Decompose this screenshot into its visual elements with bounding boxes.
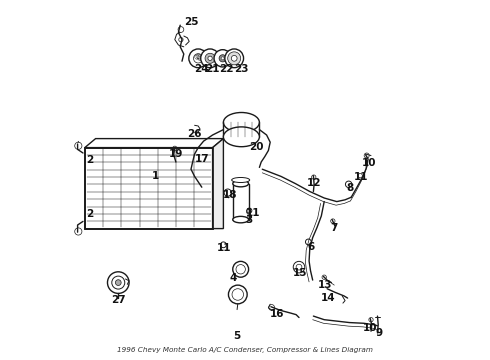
Circle shape (205, 53, 215, 63)
Ellipse shape (232, 177, 250, 183)
Circle shape (231, 55, 237, 61)
Circle shape (107, 272, 129, 293)
Text: 6: 6 (307, 242, 314, 252)
Text: 23: 23 (234, 64, 248, 74)
Bar (85, 148, 213, 229)
Text: 25: 25 (184, 17, 199, 27)
Circle shape (112, 276, 125, 289)
Text: 8: 8 (346, 183, 354, 193)
Circle shape (219, 55, 226, 62)
Text: 19: 19 (169, 149, 183, 159)
Circle shape (233, 261, 248, 277)
Text: 1996 Chevy Monte Carlo A/C Condenser, Compressor & Lines Diagram: 1996 Chevy Monte Carlo A/C Condenser, Co… (117, 347, 373, 353)
Ellipse shape (233, 180, 248, 187)
Circle shape (189, 49, 208, 68)
Text: 11: 11 (217, 243, 231, 253)
Text: 2: 2 (86, 209, 93, 219)
Polygon shape (85, 139, 223, 148)
Text: 10: 10 (362, 158, 376, 168)
Circle shape (201, 49, 220, 68)
Text: 10: 10 (363, 323, 377, 333)
Text: 11: 11 (354, 172, 368, 182)
Text: 1: 1 (151, 171, 159, 181)
Ellipse shape (223, 112, 259, 132)
Text: 14: 14 (321, 293, 336, 303)
Circle shape (208, 56, 212, 60)
Text: 12: 12 (307, 178, 321, 188)
Circle shape (221, 57, 224, 60)
Text: 20: 20 (249, 142, 264, 152)
Text: 3: 3 (245, 215, 252, 225)
Text: 4: 4 (230, 273, 237, 283)
Circle shape (214, 50, 231, 67)
Text: 21: 21 (205, 64, 219, 74)
Text: 2: 2 (86, 155, 93, 165)
Text: 5: 5 (233, 330, 241, 341)
Text: 22: 22 (219, 64, 234, 74)
Circle shape (225, 49, 244, 68)
Ellipse shape (233, 216, 248, 223)
Polygon shape (213, 139, 223, 229)
Text: 27: 27 (111, 294, 125, 305)
Circle shape (116, 280, 121, 285)
Bar (85, 148, 213, 229)
Circle shape (228, 52, 241, 65)
Text: 18: 18 (222, 190, 237, 200)
Text: 11: 11 (245, 208, 260, 218)
Text: 7: 7 (331, 222, 338, 233)
Text: 17: 17 (195, 154, 210, 164)
Text: 26: 26 (187, 129, 201, 139)
Text: 15: 15 (293, 268, 307, 278)
Text: 24: 24 (194, 64, 208, 74)
Ellipse shape (223, 127, 259, 147)
Circle shape (228, 285, 247, 304)
Text: 9: 9 (375, 328, 383, 338)
Text: 13: 13 (318, 280, 332, 290)
Text: 16: 16 (270, 309, 285, 319)
